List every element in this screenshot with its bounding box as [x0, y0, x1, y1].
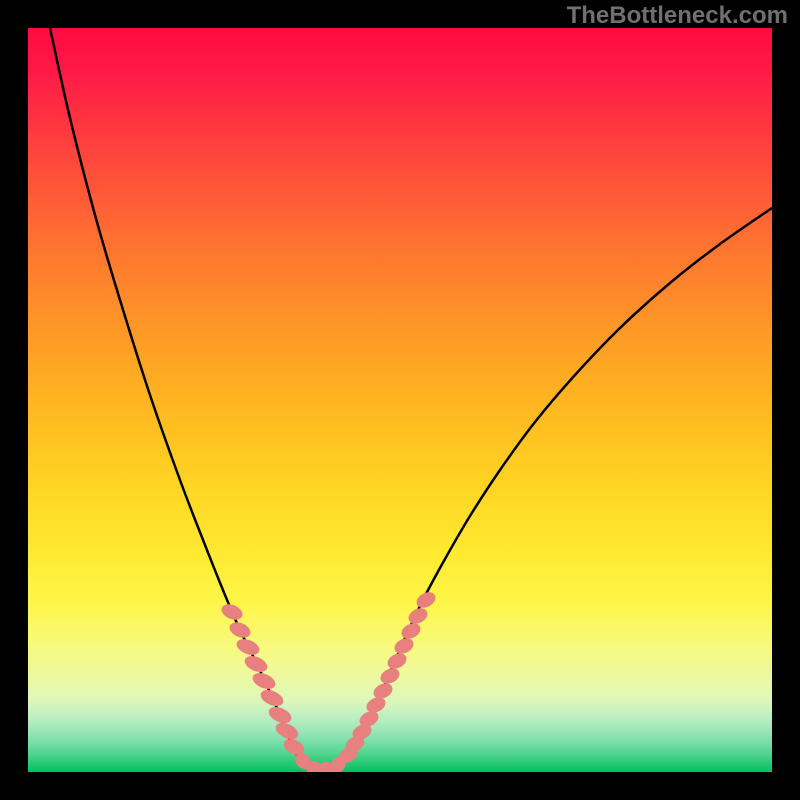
curve-marker — [219, 601, 245, 622]
curve-marker — [234, 636, 261, 658]
curve-marker — [258, 687, 286, 710]
curve-overlay — [0, 0, 800, 800]
curve-marker — [242, 653, 270, 675]
curve-marker — [266, 704, 294, 727]
curve-marker — [250, 670, 278, 692]
curve-marker — [227, 619, 253, 640]
curve-marker — [273, 720, 301, 743]
curve-path — [50, 28, 772, 771]
chart-container: TheBottleneck.com — [0, 0, 800, 800]
watermark-text: TheBottleneck.com — [567, 2, 788, 30]
curve-marker — [378, 665, 402, 686]
